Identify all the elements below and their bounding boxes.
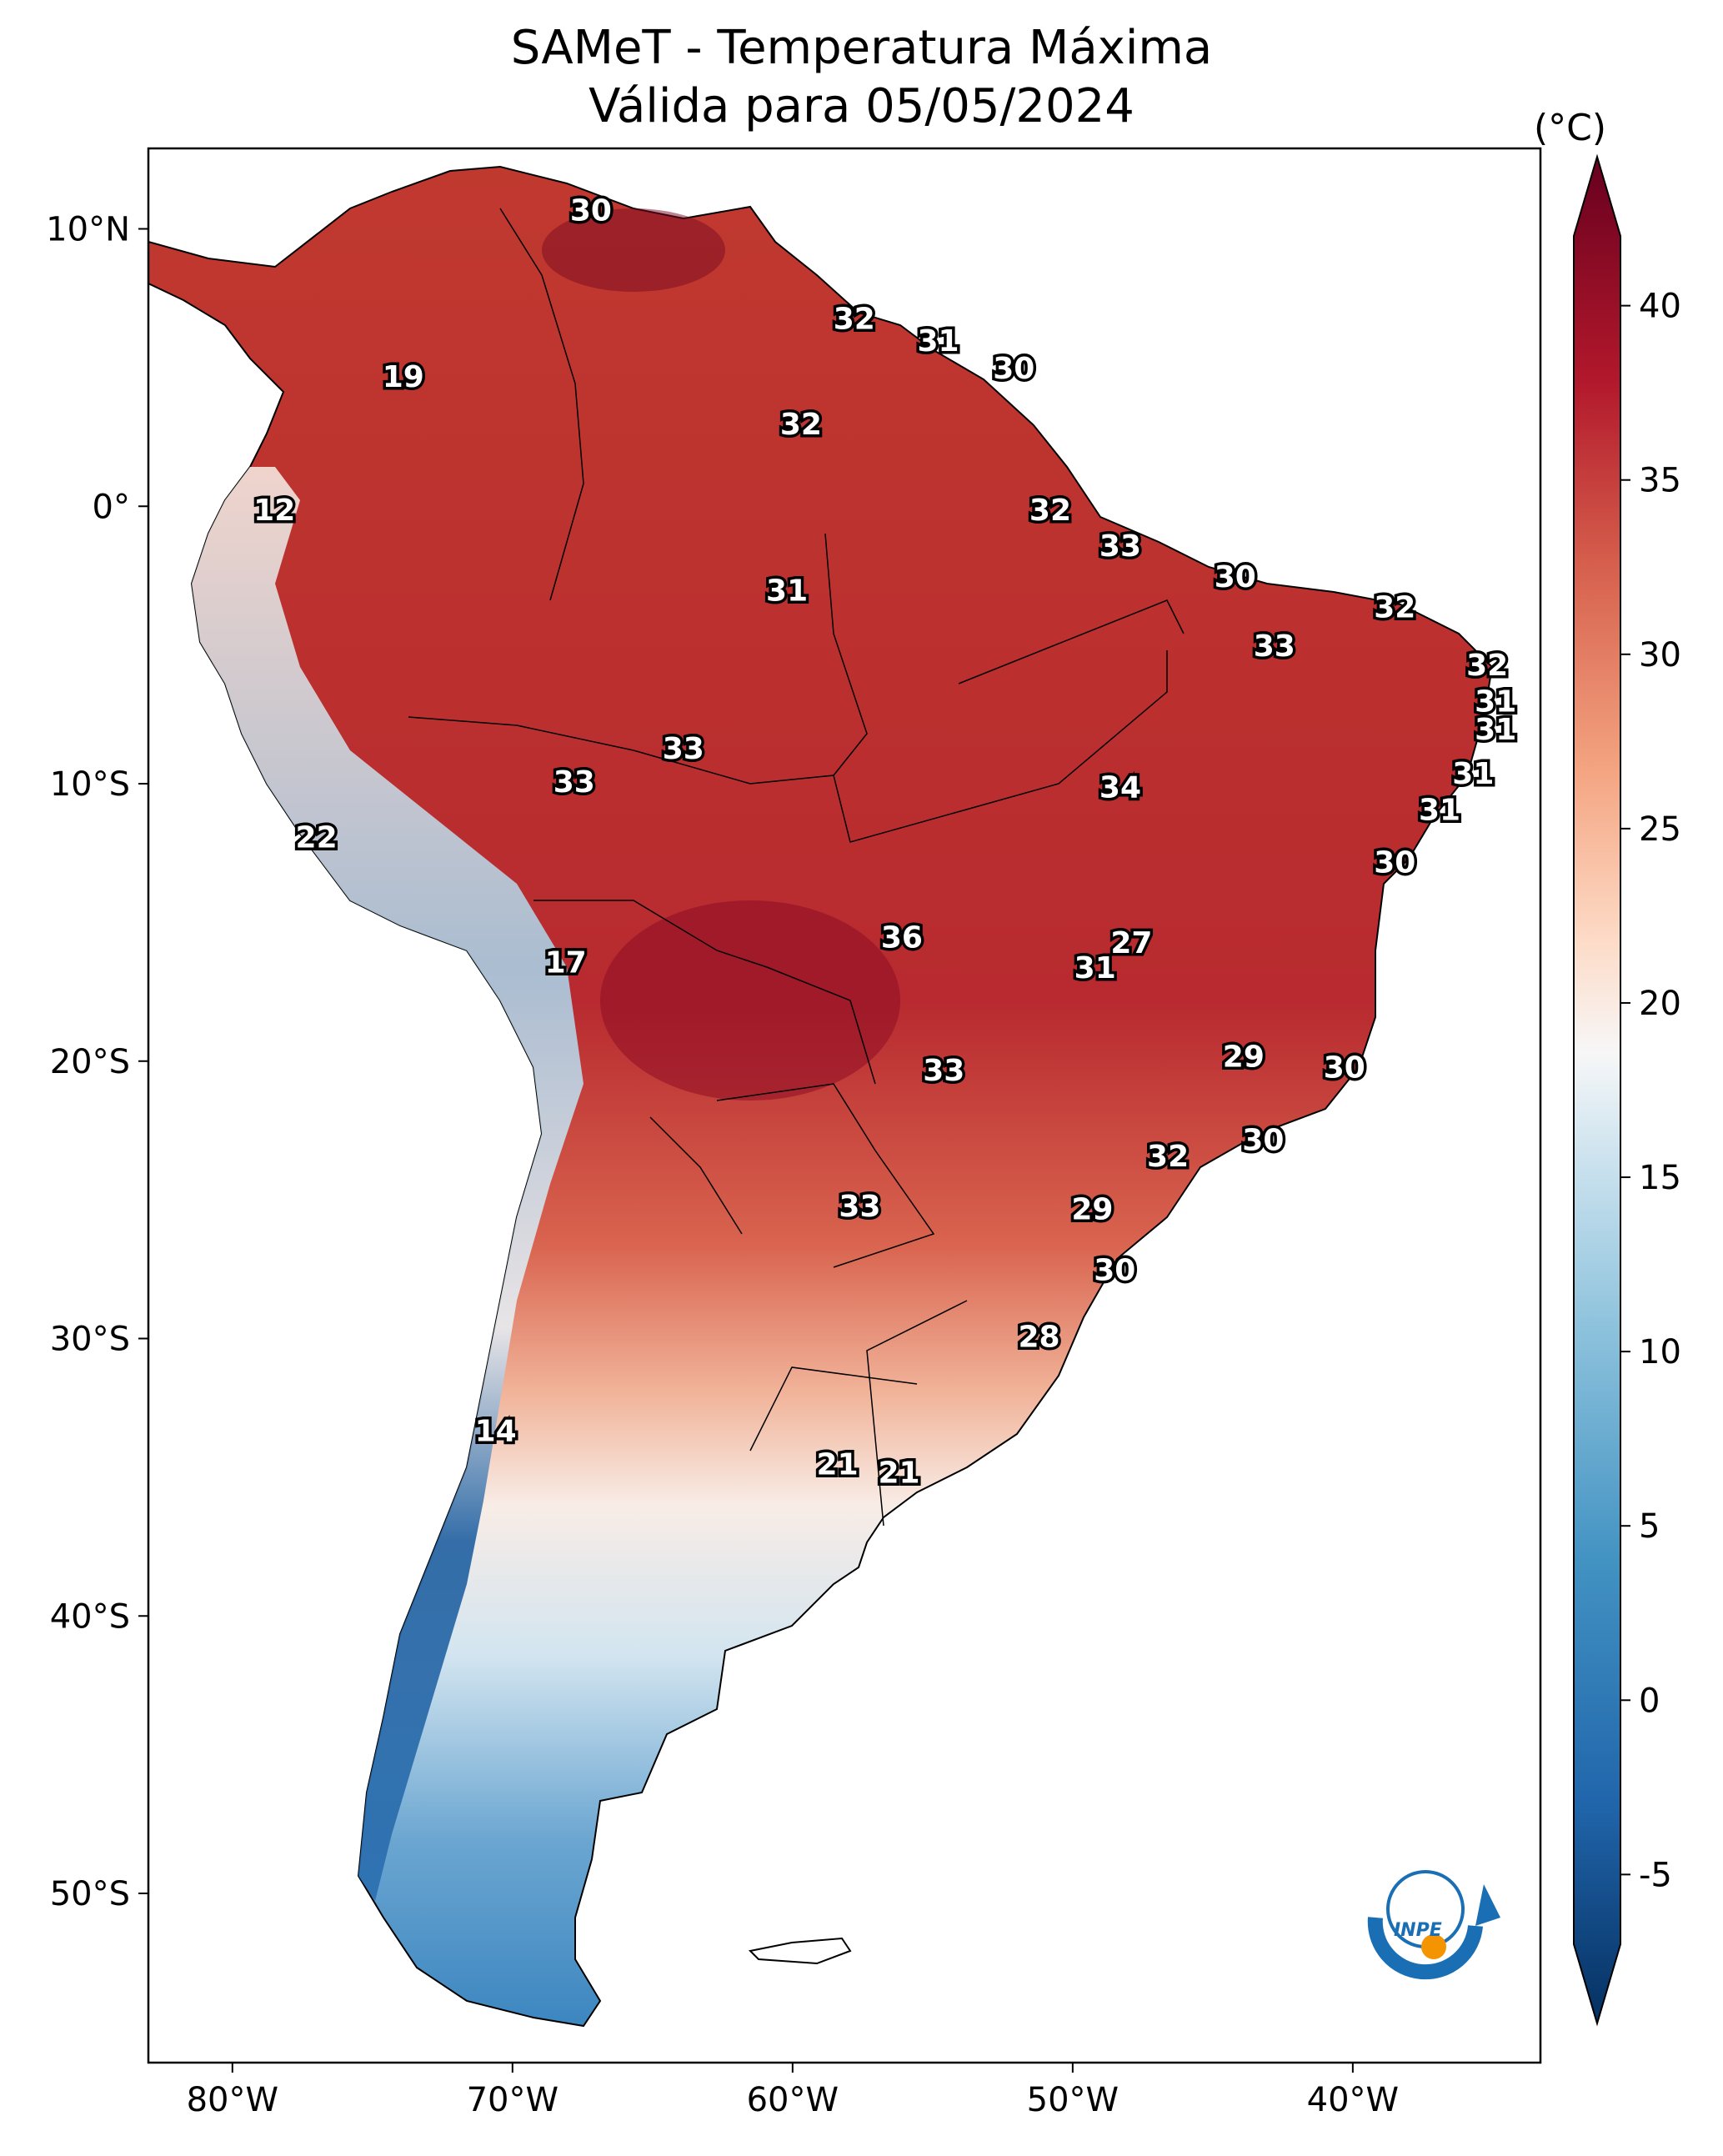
temperature-label: 31 — [918, 324, 959, 358]
colorbar-tick-label: -5 — [1639, 1856, 1672, 1894]
lat-tick-label: 40°S — [50, 1597, 130, 1636]
lat-tick-label: 0° — [93, 488, 130, 526]
lat-tick-label: 50°S — [50, 1875, 130, 1913]
temperature-field — [148, 165, 1494, 2028]
colorbar-tick-label: 35 — [1639, 462, 1681, 500]
hot-north — [542, 208, 725, 292]
temperature-label: 32 — [1374, 590, 1415, 624]
lon-tick-label: 50°W — [1027, 2081, 1119, 2119]
temperature-label: 32 — [834, 302, 875, 336]
temperature-label: 22 — [296, 821, 338, 855]
temperature-label: 34 — [1099, 771, 1141, 805]
temperature-label: 33 — [923, 1054, 964, 1088]
temperature-label: 30 — [1094, 1254, 1135, 1288]
temperature-label: 30 — [1215, 560, 1256, 594]
colorbar-tick-label: 25 — [1639, 810, 1681, 849]
temperature-label: 32 — [1466, 649, 1508, 683]
longitude-ticks: 80°W 70°W 60°W 50°W 40°W — [187, 2063, 1399, 2119]
temperature-label: 33 — [663, 732, 704, 766]
colorbar-tick-label: 30 — [1639, 636, 1681, 674]
colorbar-tick-label: 0 — [1639, 1682, 1660, 1720]
temperature-label: 30 — [1374, 846, 1415, 880]
temperature-label: 12 — [253, 494, 295, 528]
andes-cold-band — [192, 467, 584, 1901]
inpe-logo: INPE — [1367, 1870, 1500, 1980]
falklands — [748, 1937, 852, 1965]
temperature-label: 14 — [475, 1415, 517, 1449]
temperature-label: 33 — [839, 1190, 880, 1224]
temperature-label: 33 — [1099, 529, 1141, 564]
temperature-label: 31 — [1475, 713, 1516, 747]
temperature-label: 31 — [1452, 757, 1494, 791]
temperature-label: 21 — [878, 1457, 919, 1491]
colorbar-tick-label: 5 — [1639, 1507, 1660, 1546]
temperature-label: 31 — [766, 574, 808, 608]
lon-tick-label: 80°W — [187, 2081, 278, 2119]
lat-tick-label: 20°S — [50, 1043, 130, 1081]
map-subtitle: Válida para 05/05/2024 — [589, 79, 1134, 133]
lat-tick-label: 10°N — [46, 210, 130, 248]
temperature-label: 31 — [1074, 951, 1116, 985]
temperature-label: 21 — [817, 1448, 859, 1482]
country-borders — [408, 208, 1185, 1527]
temperature-label: 30 — [993, 352, 1034, 386]
lon-tick-label: 40°W — [1307, 2081, 1399, 2119]
lat-tick-label: 10°S — [50, 765, 130, 804]
temperature-label: 33 — [553, 765, 595, 800]
temperature-label: 30 — [1324, 1051, 1365, 1086]
arrow-icon — [1475, 1884, 1500, 1926]
colorbar-tick-label: 10 — [1639, 1333, 1681, 1371]
temperature-label: 29 — [1071, 1192, 1113, 1226]
colorbar: 40 35 30 25 20 15 10 5 0 -5 — [1573, 153, 1681, 2027]
colorbar-tick-label: 40 — [1639, 288, 1681, 326]
map-frame — [147, 147, 1542, 2064]
lon-tick-label: 60°W — [747, 2081, 839, 2119]
latitude-ticks: 10°N 0° 10°S 20°S 30°S 40°S 50°S — [46, 210, 148, 1913]
lat-tick-label: 30°S — [50, 1321, 130, 1359]
temperature-label: 19 — [383, 360, 424, 394]
map-title: SAMeT - Temperatura Máxima — [510, 21, 1213, 75]
temperature-label: 29 — [1223, 1040, 1265, 1074]
temperature-label: 33 — [1254, 629, 1295, 664]
temperature-label: 32 — [1147, 1140, 1189, 1174]
temperature-label: 28 — [1018, 1321, 1059, 1355]
temperature-label: 31 — [1475, 685, 1516, 720]
lon-tick-label: 70°W — [467, 2081, 558, 2119]
colorbar-tick-label: 15 — [1639, 1159, 1681, 1197]
temperature-label: 17 — [545, 945, 587, 980]
colorbar-tick-label: 20 — [1639, 985, 1681, 1023]
hot-core — [600, 900, 900, 1101]
temperature-label: 27 — [1110, 926, 1152, 960]
temperature-label: 31 — [1419, 793, 1460, 827]
logo-text: INPE — [1394, 1920, 1442, 1941]
temperature-label: 32 — [780, 408, 822, 442]
temperature-label: 30 — [570, 194, 612, 228]
south-america-landmass — [148, 165, 1494, 2028]
temperature-label: 30 — [1242, 1123, 1284, 1157]
temperature-label: 36 — [881, 920, 923, 955]
temperature-label: 32 — [1029, 494, 1071, 528]
colorbar-unit: (°C) — [1534, 107, 1607, 149]
colorbar-body — [1573, 153, 1621, 2027]
